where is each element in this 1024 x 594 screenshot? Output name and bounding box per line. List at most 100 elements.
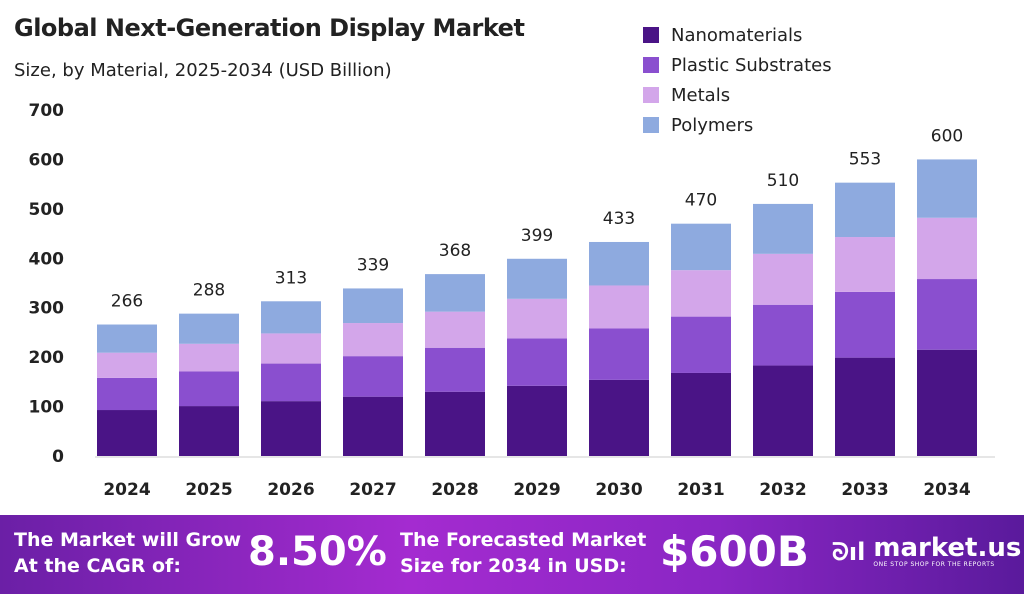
logo-name: market.us bbox=[873, 533, 1022, 563]
total-label: 339 bbox=[357, 255, 389, 275]
bar-segment-polymers bbox=[97, 324, 157, 353]
cagr-label-2: At the CAGR of: bbox=[14, 555, 181, 577]
bar-segment-nanomaterials bbox=[835, 357, 895, 456]
bar-segment-plastic-substrates bbox=[835, 291, 895, 358]
x-tick-label: 2028 bbox=[431, 480, 478, 500]
bar-segment-polymers bbox=[917, 159, 977, 218]
x-tick-label: 2034 bbox=[923, 480, 970, 500]
total-label: 600 bbox=[931, 126, 963, 146]
legend-swatch bbox=[643, 87, 659, 103]
bar-segment-polymers bbox=[261, 301, 321, 334]
x-tick-label: 2029 bbox=[513, 480, 560, 500]
forecast-label-2: Size for 2034 in USD: bbox=[400, 555, 627, 577]
bar-segment-nanomaterials bbox=[753, 365, 813, 456]
bar-segment-nanomaterials bbox=[425, 391, 485, 456]
bar-segment-polymers bbox=[343, 288, 403, 324]
legend-swatch bbox=[643, 117, 659, 133]
bar-segment-nanomaterials bbox=[671, 372, 731, 456]
bar-segment-polymers bbox=[507, 258, 567, 299]
x-tick-label: 2027 bbox=[349, 480, 396, 500]
bar-segment-plastic-substrates bbox=[917, 279, 977, 350]
chart-title: Global Next-Generation Display Market bbox=[14, 14, 525, 42]
total-label: 470 bbox=[685, 191, 717, 211]
x-tick-label: 2032 bbox=[759, 480, 806, 500]
market-us-logo: ᘐıl market.us ONE STOP SHOP FOR THE REPOR… bbox=[832, 535, 1021, 568]
y-tick-label: 500 bbox=[29, 200, 65, 220]
legend-swatch bbox=[643, 57, 659, 73]
legend-item: Nanomaterials bbox=[643, 20, 832, 50]
x-tick-label: 2026 bbox=[267, 480, 314, 500]
bar-segment-nanomaterials bbox=[261, 401, 321, 456]
bar-segment-polymers bbox=[425, 274, 485, 312]
cagr-label-1: The Market will Grow bbox=[14, 529, 242, 551]
y-tick-label: 200 bbox=[29, 348, 65, 368]
legend-item: Metals bbox=[643, 80, 832, 110]
x-tick-label: 2030 bbox=[595, 480, 642, 500]
bar-segment-nanomaterials bbox=[589, 379, 649, 456]
cagr-value: 8.50% bbox=[248, 529, 387, 575]
bar-segment-metals bbox=[97, 352, 157, 378]
bar-segment-nanomaterials bbox=[179, 406, 239, 456]
bar-segment-metals bbox=[425, 311, 485, 348]
x-tick-label: 2033 bbox=[841, 480, 888, 500]
total-label: 399 bbox=[521, 226, 553, 246]
bar-segment-metals bbox=[917, 217, 977, 280]
chart-subtitle: Size, by Material, 2025-2034 (USD Billio… bbox=[14, 60, 392, 81]
bar-segment-plastic-substrates bbox=[671, 316, 731, 373]
legend-item: Plastic Substrates bbox=[643, 50, 832, 80]
legend-label: Nanomaterials bbox=[671, 24, 803, 46]
bar-segment-polymers bbox=[179, 313, 239, 344]
bar-segment-plastic-substrates bbox=[589, 328, 649, 380]
y-tick-label: 0 bbox=[52, 447, 64, 467]
y-tick-label: 300 bbox=[29, 299, 65, 319]
y-tick-label: 600 bbox=[29, 150, 65, 170]
total-label: 510 bbox=[767, 171, 799, 191]
bar-segment-polymers bbox=[589, 241, 649, 286]
bar-segment-metals bbox=[179, 343, 239, 372]
x-tick-label: 2031 bbox=[677, 480, 724, 500]
bar-segment-nanomaterials bbox=[917, 349, 977, 456]
bar-segment-metals bbox=[343, 323, 403, 357]
bar-segment-plastic-substrates bbox=[179, 371, 239, 407]
total-label: 553 bbox=[849, 150, 881, 170]
bar-segment-metals bbox=[835, 237, 895, 292]
bar-segment-nanomaterials bbox=[507, 385, 567, 456]
bar-segment-polymers bbox=[753, 203, 813, 254]
bar-segment-metals bbox=[589, 285, 649, 329]
chart-plot: 0 100 200 300 400 500 600 700 266 2024 288 2025 313 2… bbox=[29, 101, 995, 500]
legend-label: Plastic Substrates bbox=[671, 54, 832, 76]
y-tick-label: 100 bbox=[29, 398, 65, 418]
legend-item: Polymers bbox=[643, 110, 832, 140]
legend: Nanomaterials Plastic Substrates Metals Pol… bbox=[643, 20, 832, 140]
total-label: 288 bbox=[193, 281, 225, 301]
total-label: 368 bbox=[439, 241, 471, 261]
forecast-label-1: The Forecasted Market bbox=[400, 529, 647, 551]
legend-swatch bbox=[643, 27, 659, 43]
bar-segment-polymers bbox=[835, 182, 895, 238]
bar-segment-nanomaterials bbox=[97, 410, 157, 456]
y-tick-label: 700 bbox=[29, 101, 65, 121]
logo-icon: ᘐıl bbox=[832, 537, 866, 566]
bar-segment-plastic-substrates bbox=[753, 304, 813, 366]
x-tick-label: 2024 bbox=[103, 480, 150, 500]
summary-banner: The Market will Grow At the CAGR of: 8.50… bbox=[0, 515, 1024, 594]
total-label: 266 bbox=[111, 292, 143, 312]
total-label: 433 bbox=[603, 209, 635, 229]
bar-segment-plastic-substrates bbox=[261, 363, 321, 402]
logo-tagline: ONE STOP SHOP FOR THE REPORTS bbox=[873, 561, 995, 568]
bar-segment-polymers bbox=[671, 223, 731, 271]
bar-segment-metals bbox=[753, 253, 813, 305]
x-tick-label: 2025 bbox=[185, 480, 232, 500]
legend-label: Metals bbox=[671, 84, 731, 106]
bar-segment-metals bbox=[671, 270, 731, 317]
bar-segment-plastic-substrates bbox=[343, 356, 403, 397]
bar-segment-plastic-substrates bbox=[507, 338, 567, 386]
bar-segment-metals bbox=[507, 298, 567, 339]
total-label: 313 bbox=[275, 268, 307, 288]
legend-label: Polymers bbox=[671, 114, 754, 136]
bar-segment-plastic-substrates bbox=[97, 377, 157, 411]
forecast-value: $600B bbox=[660, 527, 809, 576]
y-tick-label: 400 bbox=[29, 249, 65, 269]
bar-segment-nanomaterials bbox=[343, 396, 403, 456]
bar-segment-metals bbox=[261, 333, 321, 364]
